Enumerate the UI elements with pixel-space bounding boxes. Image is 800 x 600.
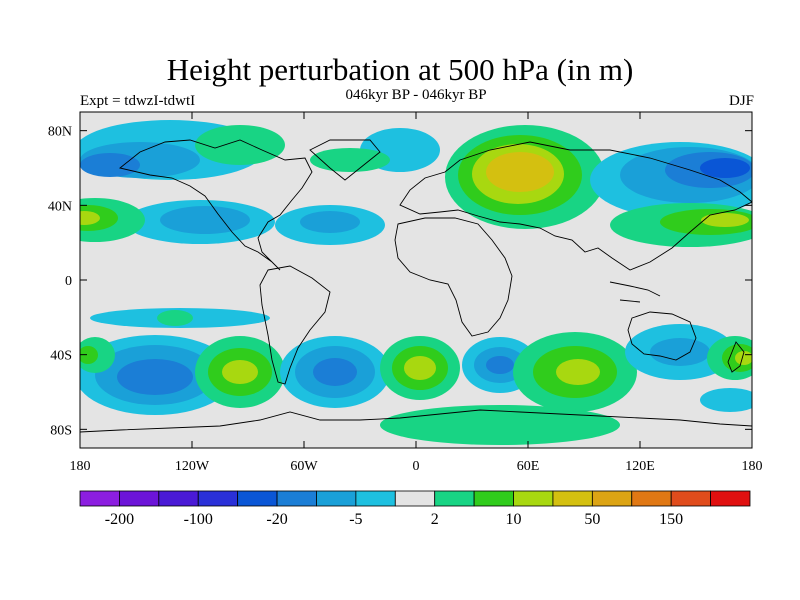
negative-anomaly [117, 359, 193, 395]
colorbar-label: -100 [184, 511, 213, 528]
negative-anomaly [650, 338, 710, 366]
greenland-coast [309, 139, 381, 181]
north-america-coast [118, 139, 313, 271]
positive-anomaly [380, 405, 620, 445]
latitude-axis: 80N 40N 0 40S 80S [48, 125, 752, 438]
colorbar-swatch [552, 490, 593, 507]
lon-tick-label: 60E [517, 459, 540, 474]
colorbar-swatch [119, 490, 160, 507]
lon-tick-label: 60W [290, 459, 318, 474]
colorbar-swatch [591, 490, 633, 507]
positive-anomaly [195, 125, 285, 165]
negative-anomaly [700, 388, 752, 412]
positive-anomaly [80, 211, 100, 225]
colorbar-label: 150 [659, 511, 683, 528]
positive-anomaly [222, 360, 258, 384]
colorbar-label: 10 [506, 511, 522, 528]
colorbar-swatch [710, 490, 751, 507]
colorbar-swatch [473, 490, 514, 507]
colorbar-swatch [158, 490, 199, 507]
colorbar-label: -200 [105, 511, 134, 528]
colorbar-swatch [276, 490, 317, 507]
positive-anomaly [486, 152, 554, 192]
lon-tick-label: 0 [413, 459, 420, 474]
colorbar-swatch [237, 490, 278, 507]
lat-tick-label: 80S [50, 423, 72, 438]
negative-anomaly [80, 153, 140, 177]
australia-coast [627, 311, 697, 361]
lat-tick-label: 40S [50, 349, 72, 364]
lon-tick-label: 180 [742, 459, 763, 474]
negative-anomaly [313, 358, 357, 386]
negative-anomaly [486, 356, 514, 374]
lon-tick-label: 120E [625, 459, 655, 474]
colorbar-swatch [79, 490, 120, 507]
lat-tick-label: 40N [48, 199, 72, 214]
anomaly-field [80, 120, 752, 445]
negative-anomaly [300, 211, 360, 233]
positive-anomaly [157, 310, 193, 326]
experiment-label: Expt = tdwzI-tdwtI [80, 93, 196, 109]
antarctica-coast [80, 409, 752, 433]
colorbar-swatch [513, 490, 554, 507]
negative-anomaly [160, 206, 250, 234]
colorbar-swatch [355, 490, 396, 507]
africa-coast [394, 217, 513, 337]
coastlines [80, 139, 752, 433]
new-zealand-coast [727, 341, 745, 373]
lon-tick-label: 180 [70, 459, 91, 474]
south-america-coast [259, 265, 331, 385]
negative-anomaly [700, 158, 750, 178]
indonesia-coast [609, 281, 661, 303]
longitude-axis: 180 120W 60W 0 60E 120E 180 [70, 112, 763, 474]
europe-asia-coast [399, 141, 752, 271]
positive-anomaly [404, 356, 436, 380]
colorbar: -200 -100 -20 -5 2 10 50 150 [79, 490, 751, 528]
colorbar-swatch [197, 490, 239, 507]
positive-anomaly [310, 148, 390, 172]
positive-anomaly [80, 346, 98, 364]
plot-title: Height perturbation at 500 hPa (in m) [166, 52, 634, 87]
positive-anomaly [556, 359, 600, 385]
lat-tick-label: 0 [65, 274, 72, 289]
colorbar-label: 50 [584, 511, 600, 528]
colorbar-swatch [670, 490, 711, 507]
colorbar-swatch [631, 490, 672, 507]
colorbar-swatch [316, 490, 357, 507]
lon-tick-label: 120W [175, 459, 210, 474]
positive-anomaly [701, 213, 749, 227]
lat-tick-label: 80N [48, 125, 72, 140]
colorbar-swatch [434, 490, 475, 507]
colorbar-swatch [394, 490, 436, 507]
map-area [80, 112, 752, 448]
colorbar-label: -20 [266, 511, 287, 528]
plot-subtitle: 046kyr BP - 046kyr BP [345, 87, 487, 103]
colorbar-label: 2 [431, 511, 439, 528]
season-label: DJF [728, 93, 754, 109]
colorbar-label: -5 [349, 511, 362, 528]
